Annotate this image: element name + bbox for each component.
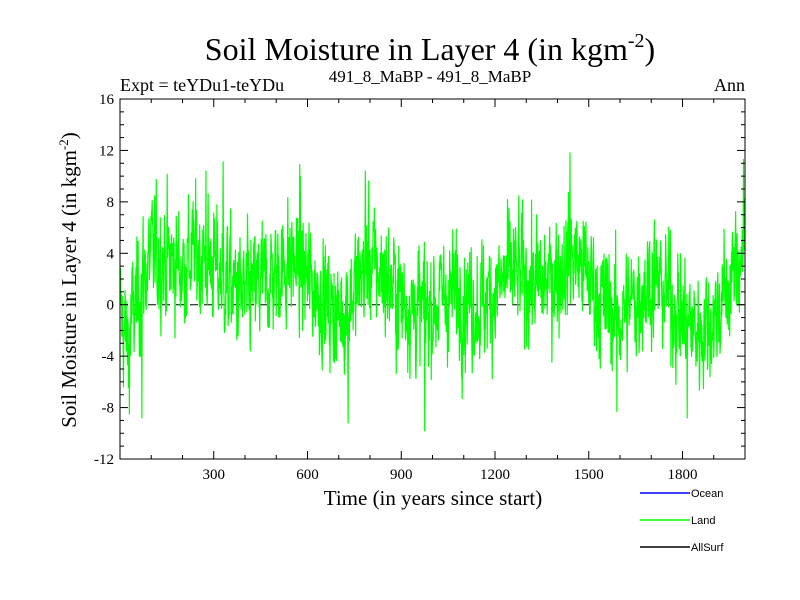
x-axis-label: Time (in years since start)	[324, 486, 543, 510]
x-axis-ticks: 300 600 900 1200 1500 1800	[150, 99, 715, 483]
x-tick-label: 1500	[574, 467, 604, 483]
y-tick-label: 0	[107, 298, 115, 314]
x-tick-label: 900	[390, 467, 413, 483]
x-tick-label: 600	[296, 467, 319, 483]
legend-ocean-label: Ocean	[691, 488, 723, 500]
y-axis-label: Soil Moisture in Layer 4 (in kgm-2)	[56, 132, 81, 427]
y-tick-label: 12	[99, 143, 114, 159]
y-tick-label: 4	[107, 246, 115, 262]
experiment-label: Expt = teYDu1-teYDu	[120, 75, 284, 95]
y-tick-label: -12	[94, 452, 114, 468]
y-axis-ticks: -12 -8 -4 0 4 8 12 16	[94, 92, 745, 468]
legend: Ocean Land AllSurf	[640, 488, 724, 554]
x-tick-label: 1200	[480, 467, 510, 483]
y-tick-label: 16	[99, 92, 115, 108]
chart-title: Soil Moisture in Layer 4 (in kgm-2)	[205, 30, 655, 67]
legend-land-label: Land	[691, 515, 715, 527]
x-tick-label: 1800	[668, 467, 698, 483]
legend-allsurf-label: AllSurf	[691, 542, 724, 554]
series-land-line	[119, 152, 746, 432]
x-tick-label: 300	[203, 467, 226, 483]
season-label: Ann	[714, 75, 745, 95]
y-tick-label: -4	[102, 349, 115, 365]
plot-area: -12 -8 -4 0 4 8 12 16 300 600 900 1200 1500 1800	[94, 92, 746, 483]
y-tick-label: 8	[107, 195, 115, 211]
y-tick-label: -8	[102, 401, 115, 417]
period-label: 491_8_MaBP - 491_8_MaBP	[329, 67, 531, 86]
